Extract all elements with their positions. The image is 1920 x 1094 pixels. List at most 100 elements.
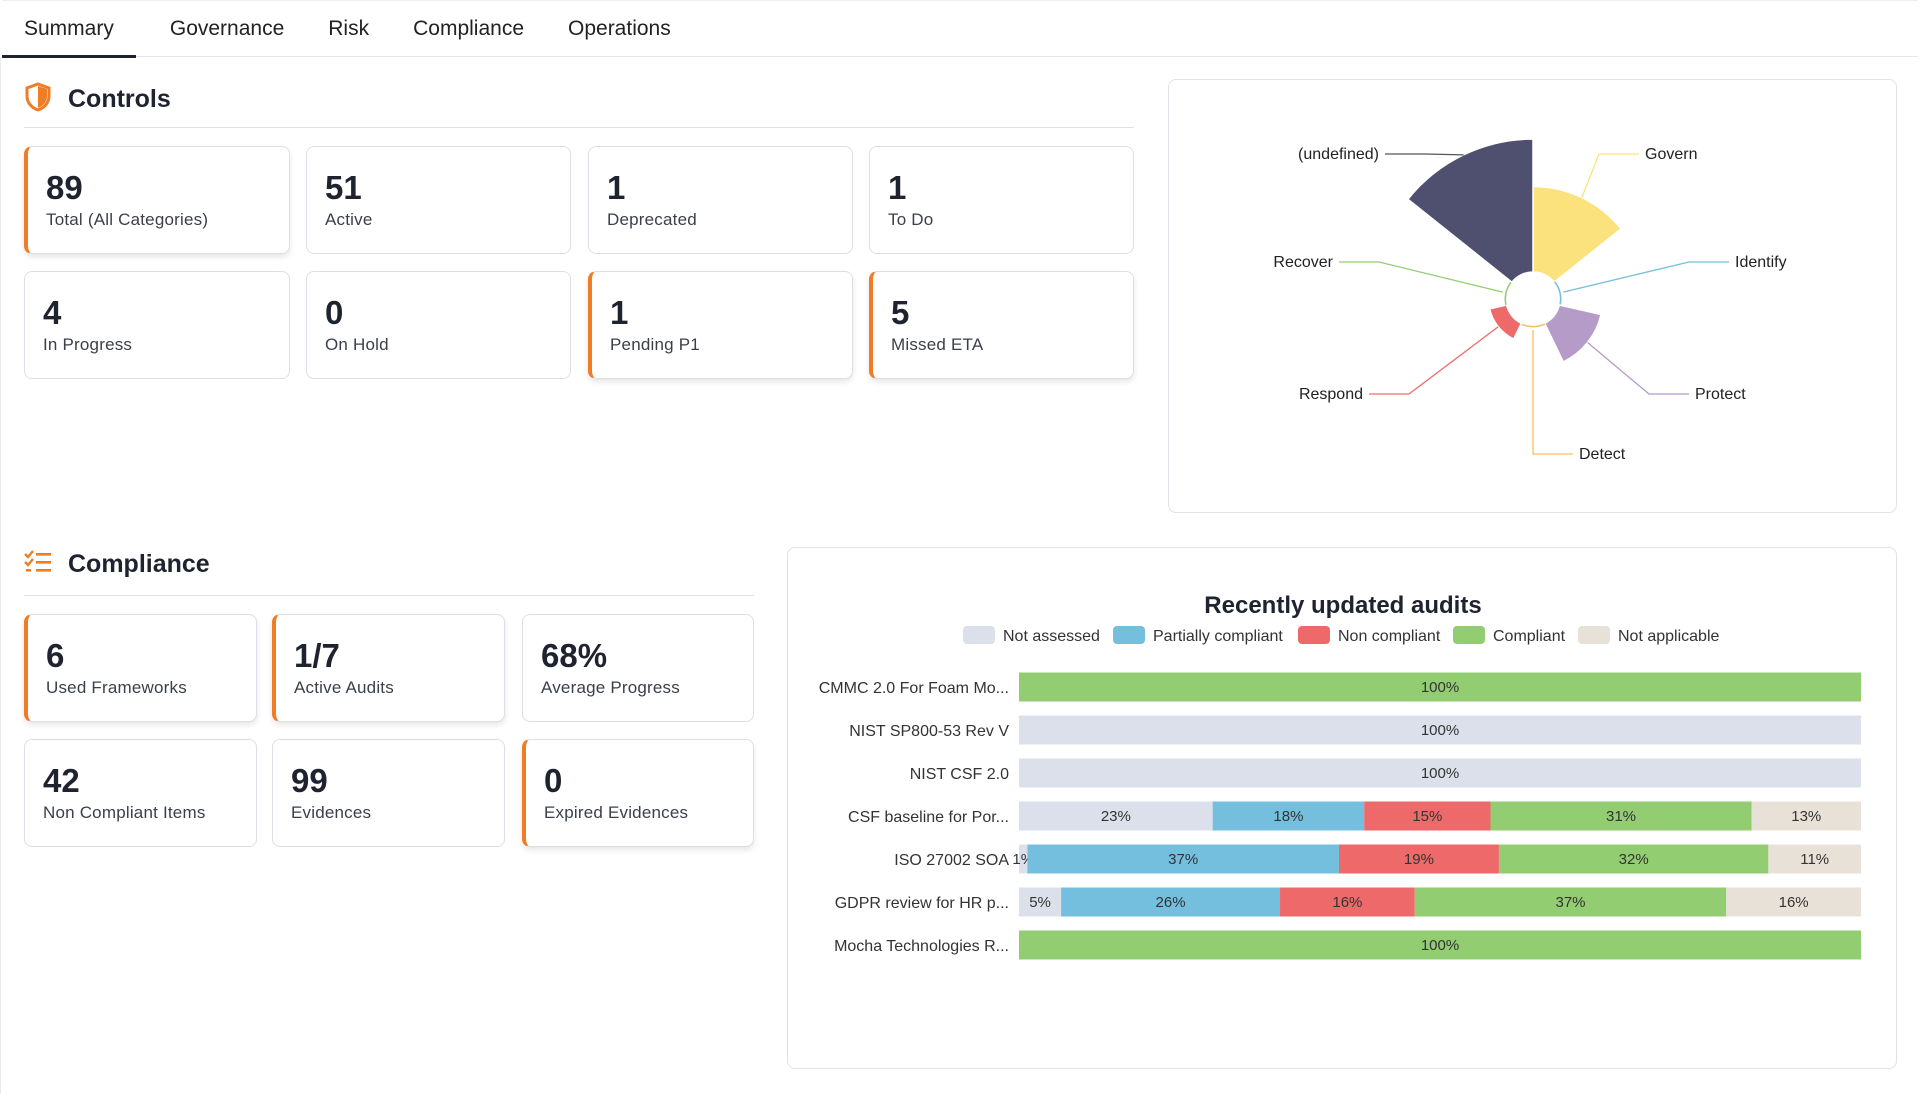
legend-item-not-applicable[interactable]: Not applicable <box>1578 626 1720 645</box>
polar-sector-detect[interactable] <box>1520 323 1546 328</box>
bar-value-label: 15% <box>1412 808 1442 825</box>
polar-label-detect: Detect <box>1579 446 1626 463</box>
polar-leader-line <box>1581 153 1639 198</box>
legend-item-compliant[interactable]: Compliant <box>1453 626 1566 645</box>
bar-segment[interactable]: 32% <box>1498 844 1769 874</box>
controls-card-on-hold[interactable]: 0 On Hold <box>306 271 571 379</box>
bar-segment[interactable]: 26% <box>1061 887 1281 917</box>
polar-leader-line <box>1339 261 1503 293</box>
bar-segment[interactable]: 23% <box>1019 801 1213 831</box>
page-edge <box>0 57 1 1094</box>
bar-category-label: NIST CSF 2.0 <box>910 766 1009 783</box>
bar-segment[interactable]: 11% <box>1768 844 1861 874</box>
control-category-polar-chart: Govern Identify Protect Detect Respond Recove… <box>1273 138 1787 463</box>
audits-chart-panel: Recently updated audits Not assessed Parti… <box>787 547 1897 1069</box>
controls-card-active[interactable]: 51 Active <box>306 146 571 254</box>
controls-header: Controls <box>24 82 171 117</box>
polar-label-respond: Respond <box>1299 386 1363 403</box>
bar-category-label: GDPR review for HR p... <box>835 895 1009 912</box>
stat-value: 4 <box>43 294 62 331</box>
bar-category-label: NIST SP800-53 Rev V <box>849 723 1009 740</box>
compliance-card-average-progress[interactable]: 68% Average Progress <box>522 614 754 722</box>
stat-label: Active Audits <box>294 678 394 697</box>
polar-sector-govern[interactable] <box>1532 185 1623 284</box>
polar-leader-line <box>1563 261 1729 293</box>
svg-text:Partially compliant: Partially compliant <box>1153 628 1283 645</box>
tab-compliance[interactable]: Compliance <box>413 17 524 40</box>
stat-value: 0 <box>544 762 563 799</box>
polar-leader-line <box>1532 330 1573 455</box>
tab-operations[interactable]: Operations <box>568 17 671 40</box>
controls-card-missed-eta[interactable]: 5 Missed ETA <box>869 271 1134 379</box>
svg-text:Not assessed: Not assessed <box>1003 628 1100 645</box>
tab-summary[interactable]: Summary <box>2 1 136 58</box>
bar-segment[interactable]: 100% <box>1019 930 1861 960</box>
svg-text:Non compliant: Non compliant <box>1338 628 1441 645</box>
bar-segment[interactable]: 100% <box>1019 758 1861 788</box>
bar-segment[interactable]: 16% <box>1280 887 1415 917</box>
polar-sector-protect[interactable] <box>1543 304 1602 363</box>
stat-value: 1/7 <box>294 637 340 674</box>
bar-category-label: CMMC 2.0 For Foam Mo... <box>819 680 1009 697</box>
stat-value: 0 <box>325 294 344 331</box>
tab-governance[interactable]: Governance <box>169 17 285 40</box>
stat-value: 1 <box>888 169 907 206</box>
compliance-card-evidences[interactable]: 99 Evidences <box>272 739 505 847</box>
compliance-card-used-frameworks[interactable]: 6 Used Frameworks <box>24 614 257 722</box>
stat-label: Evidences <box>291 803 372 822</box>
controls-card-pending-p1[interactable]: 1 Pending P1 <box>588 271 853 379</box>
stat-label: On Hold <box>325 335 389 354</box>
controls-card-total-all-categories[interactable]: 89 Total (All Categories) <box>24 146 290 254</box>
polar-sector-identify[interactable] <box>1554 281 1562 306</box>
stat-label: Non Compliant Items <box>43 803 206 822</box>
controls-title: Controls <box>68 85 171 113</box>
polar-label-undefined: (undefined) <box>1298 146 1379 163</box>
compliance-card-active-audits[interactable]: 1/7 Active Audits <box>272 614 505 722</box>
compliance-card-expired-evidences[interactable]: 0 Expired Evidences <box>522 739 754 847</box>
controls-card-to-do[interactable]: 1 To Do <box>869 146 1134 254</box>
stat-label: Total (All Categories) <box>46 210 209 229</box>
stat-label: Expired Evidences <box>544 803 689 822</box>
bar-category-label: CSF baseline for Por... <box>848 809 1009 826</box>
stat-value: 51 <box>325 169 362 206</box>
bar-segment[interactable]: 13% <box>1751 801 1861 831</box>
bar-segment[interactable]: 100% <box>1019 672 1861 702</box>
bar-segment[interactable]: 15% <box>1364 801 1491 831</box>
bar-category-label: ISO 27002 SOA <box>894 852 1009 869</box>
polar-sector-respond[interactable] <box>1488 304 1523 341</box>
bar-value-label: 100% <box>1421 722 1459 739</box>
bar-value-label: 37% <box>1555 894 1585 911</box>
bar-segment[interactable]: 5% <box>1019 887 1062 917</box>
stat-label: Active <box>325 210 373 229</box>
bar-segment[interactable]: 18% <box>1212 801 1365 831</box>
controls-card-in-progress[interactable]: 4 In Progress <box>24 271 290 379</box>
bar-segment[interactable]: 37% <box>1027 844 1339 874</box>
checklist-icon <box>24 550 52 579</box>
bar-value-label: 37% <box>1168 851 1198 868</box>
polar-sector-undefined[interactable] <box>1406 138 1534 284</box>
bar-segment[interactable]: 19% <box>1338 844 1499 874</box>
bar-category-label: Mocha Technologies R... <box>834 938 1009 955</box>
stat-value: 89 <box>46 169 83 206</box>
bar-value-label: 18% <box>1273 808 1303 825</box>
stat-label: In Progress <box>43 335 133 354</box>
compliance-card-non-compliant-items[interactable]: 42 Non Compliant Items <box>24 739 257 847</box>
legend-item-not-assessed[interactable]: Not assessed <box>963 626 1100 645</box>
polar-sector-recover[interactable] <box>1504 281 1512 306</box>
compliance-header: Compliance <box>24 550 210 579</box>
tab-risk[interactable]: Risk <box>328 17 370 40</box>
bar-segment[interactable]: 16% <box>1726 887 1861 917</box>
polar-label-recover: Recover <box>1273 254 1333 271</box>
legend-item-partially-compliant[interactable]: Partially compliant <box>1113 626 1283 645</box>
polar-label-identify: Identify <box>1735 254 1787 271</box>
bar-segment[interactable]: 31% <box>1490 801 1752 831</box>
controls-divider <box>24 127 1134 128</box>
polar-leader-line <box>1369 326 1499 395</box>
controls-card-deprecated[interactable]: 1 Deprecated <box>588 146 853 254</box>
bar-segment[interactable]: 37% <box>1414 887 1727 917</box>
bar-segment[interactable]: 100% <box>1019 715 1861 745</box>
legend-item-non-compliant[interactable]: Non compliant <box>1298 626 1441 645</box>
bar-value-label: 13% <box>1791 808 1821 825</box>
stat-value: 42 <box>43 762 80 799</box>
bar-value-label: 31% <box>1606 808 1636 825</box>
